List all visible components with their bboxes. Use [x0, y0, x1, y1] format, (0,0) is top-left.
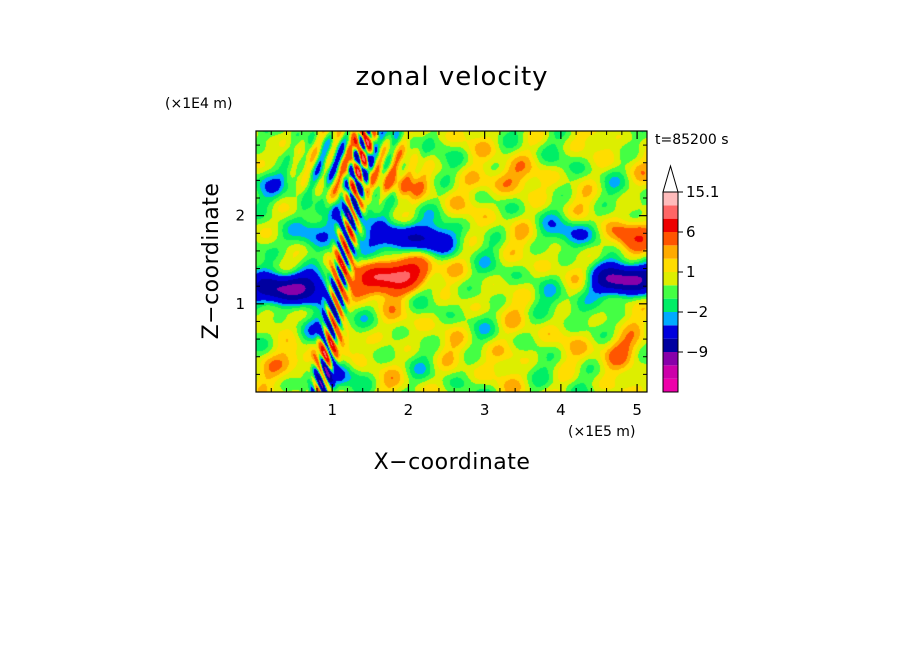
colorbar-segment-3 — [663, 338, 678, 352]
x-tick-label-4: 5 — [632, 401, 642, 419]
y-axis-ticks: 12 — [235, 144, 647, 375]
velocity-heatmap — [256, 131, 647, 392]
colorbar-label-0: 15.1 — [686, 183, 719, 201]
y-axis-label: Z−coordinate — [199, 183, 224, 340]
x-tick-label-3: 4 — [556, 401, 566, 419]
colorbar-segment-8 — [663, 272, 678, 286]
x-tick-label-0: 1 — [327, 401, 337, 419]
time-label: t=85200 s — [655, 132, 729, 148]
y-tick-label-1: 2 — [235, 207, 245, 225]
plot-area — [255, 130, 648, 393]
colorbar-segment-13 — [663, 205, 678, 219]
x-axis-ticks: 1 2 3 4 5 — [270, 131, 642, 419]
colorbar-segment-10 — [663, 245, 678, 259]
colorbar-segment-1 — [663, 365, 678, 379]
colorbar-segment-9 — [663, 258, 678, 272]
colorbar-segment-6 — [663, 298, 678, 312]
colorbar-segment-12 — [663, 218, 678, 232]
colorbar-segment-5 — [663, 312, 678, 326]
y-scale-label: (×1E4 m) — [165, 96, 232, 112]
y-tick-label-0: 1 — [235, 295, 245, 313]
chart-title: zonal velocity — [355, 62, 548, 92]
x-tick-label-2: 3 — [480, 401, 490, 419]
colorbar-label-3: −2 — [686, 303, 708, 321]
colorbar-segment-14 — [663, 192, 678, 206]
colorbar: 15.1 6 1 −2 −9 — [662, 164, 719, 393]
colorbar-label-2: 1 — [686, 263, 696, 281]
colorbar-segment-4 — [663, 325, 678, 339]
colorbar-label-4: −9 — [686, 343, 708, 361]
x-tick-label-1: 2 — [404, 401, 414, 419]
colorbar-segment-7 — [663, 285, 678, 299]
colorbar-overflow-arrow — [662, 164, 679, 193]
colorbar-label-1: 6 — [686, 223, 696, 241]
colorbar-segment-2 — [663, 352, 678, 366]
colorbar-segment-0 — [663, 378, 678, 392]
x-scale-label: (×1E5 m) — [568, 424, 635, 440]
x-axis-label: X−coordinate — [374, 450, 531, 475]
colorbar-segment-11 — [663, 232, 678, 246]
plot-frame — [255, 130, 648, 393]
